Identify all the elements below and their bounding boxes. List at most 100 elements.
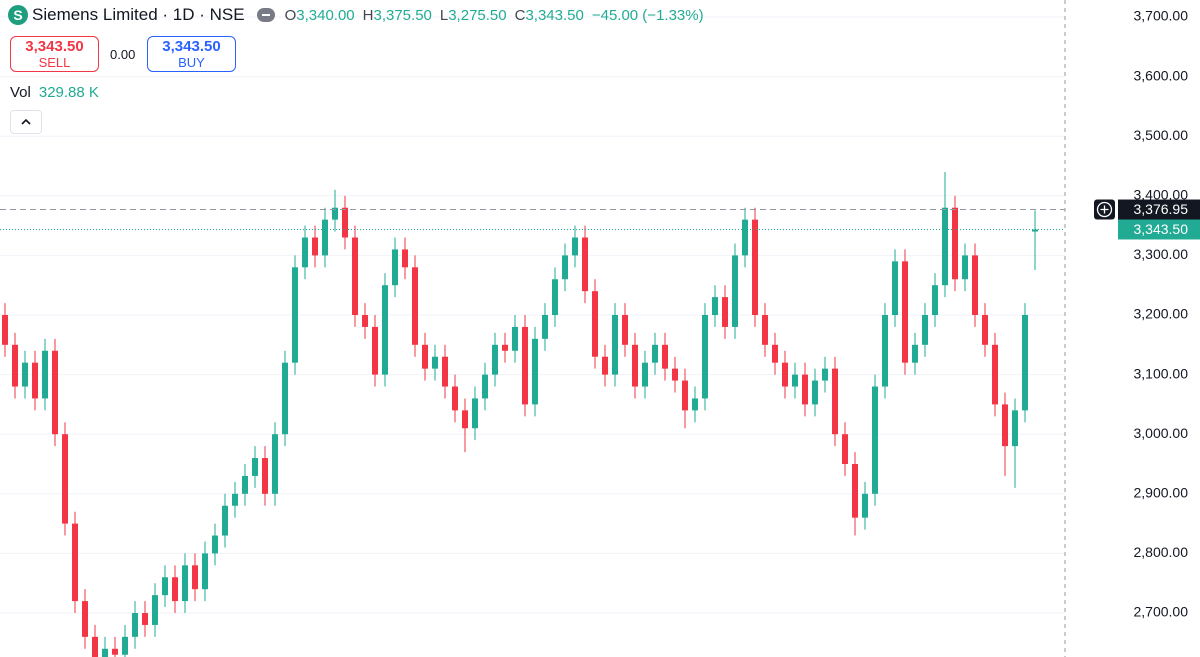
candle-body xyxy=(252,458,258,476)
candle-body xyxy=(582,237,588,292)
candle-body xyxy=(532,338,538,405)
high-value: 3,375.50 xyxy=(373,6,432,24)
candle-body xyxy=(222,505,228,536)
close-value: 3,343.50 xyxy=(525,6,584,24)
candle-body xyxy=(702,315,708,399)
candle-body xyxy=(1022,315,1028,411)
last-price-box xyxy=(1118,219,1200,240)
candle-body xyxy=(122,636,128,655)
low-label: L xyxy=(439,6,449,24)
buy-button[interactable]: 3,343.50 BUY xyxy=(147,36,236,72)
candle-body xyxy=(492,344,498,375)
candle-body xyxy=(792,374,798,387)
candle-body xyxy=(852,464,858,518)
candle-body xyxy=(332,207,338,220)
low-value: 3,275.50 xyxy=(448,6,507,24)
candle-body xyxy=(192,565,198,590)
sell-label: SELL xyxy=(38,55,71,70)
collapse-button[interactable] xyxy=(10,110,42,134)
candle-body xyxy=(102,648,108,657)
candles xyxy=(2,171,1038,657)
crosshair-price-box xyxy=(1118,199,1200,220)
candle-body xyxy=(942,207,948,286)
candle-body xyxy=(812,380,818,405)
candle-body xyxy=(1002,404,1008,447)
logo: S xyxy=(8,5,28,25)
y-tick-label: 3,200.00 xyxy=(1134,306,1189,322)
candle-body xyxy=(742,219,748,256)
candle-body xyxy=(302,237,308,268)
last-price-label: 3,343.50 xyxy=(1134,221,1189,237)
candle-body xyxy=(202,553,208,590)
buy-label: BUY xyxy=(178,55,205,70)
candle-body xyxy=(572,237,578,256)
candle-body xyxy=(692,398,698,411)
candle-body xyxy=(952,207,958,280)
candle-body xyxy=(282,362,288,435)
y-tick-label: 2,700.00 xyxy=(1134,604,1189,620)
candle-body xyxy=(592,291,598,357)
high-label: H xyxy=(362,6,374,24)
candle-body xyxy=(272,434,278,494)
candle-body xyxy=(312,237,318,256)
candle-body xyxy=(432,356,438,369)
candle-body xyxy=(882,315,888,387)
candle-body xyxy=(462,410,468,429)
header: S Siemens Limited · 1D · NSE O3,340.00 H… xyxy=(8,5,704,25)
candle-body xyxy=(232,493,238,506)
candle-body xyxy=(662,344,668,369)
candle-body xyxy=(542,315,548,339)
candle-body xyxy=(822,368,828,381)
y-tick-label: 2,900.00 xyxy=(1134,485,1189,501)
candle-body xyxy=(72,523,78,602)
candle-body xyxy=(772,344,778,363)
candle-body xyxy=(472,398,478,429)
candle-body xyxy=(962,255,968,280)
candle-body xyxy=(22,362,28,387)
candle-body xyxy=(562,255,568,280)
candle-body xyxy=(902,261,908,363)
candle-body xyxy=(602,356,608,375)
candle-body xyxy=(992,344,998,405)
buy-price: 3,343.50 xyxy=(162,38,221,55)
candle-body xyxy=(932,285,938,315)
candle-body xyxy=(502,344,508,351)
open-value: 3,340.00 xyxy=(296,6,355,24)
y-tick-label: 3,700.00 xyxy=(1134,8,1189,24)
candle-body xyxy=(42,350,48,399)
candle-body xyxy=(132,613,138,637)
crosshair-price-label: 3,376.95 xyxy=(1134,201,1189,217)
change-value: −45.00 (−1.33%) xyxy=(591,6,704,24)
hide-icon[interactable] xyxy=(256,8,275,22)
candle-body xyxy=(682,380,688,411)
candle-body xyxy=(482,374,488,399)
candle-body xyxy=(892,261,898,315)
sell-button[interactable]: 3,343.50 SELL xyxy=(10,36,99,72)
candle-body xyxy=(382,285,388,375)
y-tick-label: 3,100.00 xyxy=(1134,365,1189,381)
candle-body xyxy=(342,207,348,238)
candle-body xyxy=(862,493,868,518)
candle-body xyxy=(802,374,808,405)
candle-body xyxy=(82,601,88,637)
candle-body xyxy=(672,368,678,381)
candle-body xyxy=(452,386,458,411)
candle-body xyxy=(362,315,368,327)
price-axis: 2,700.00 2,800.00 2,900.00 3,000.00 3,100.00… xyxy=(1134,8,1189,620)
candle-body xyxy=(182,565,188,602)
candle-body xyxy=(412,267,418,345)
candle-body xyxy=(522,326,528,405)
candle-body xyxy=(1012,410,1018,447)
candle-body xyxy=(632,344,638,387)
candle-body xyxy=(642,362,648,387)
spread: 0.00 xyxy=(110,47,136,62)
volume-legend: Vol 329.88 K xyxy=(10,84,99,101)
y-tick-label: 3,300.00 xyxy=(1134,246,1189,262)
candle-body xyxy=(152,595,158,625)
y-tick-label: 3,000.00 xyxy=(1134,425,1189,441)
candle-body xyxy=(62,434,68,524)
candle-body xyxy=(262,458,268,494)
candle-body xyxy=(912,344,918,363)
